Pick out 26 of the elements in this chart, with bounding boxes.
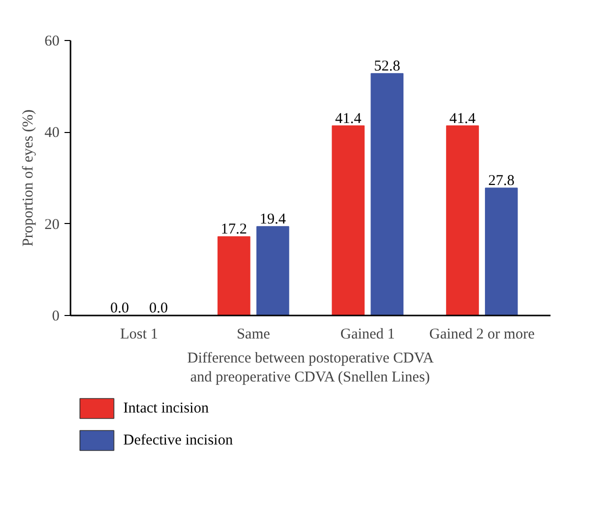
bar — [446, 125, 479, 316]
data-label: 41.4 — [335, 110, 362, 127]
data-label: 0.0 — [149, 300, 168, 316]
legend-label: Defective incision — [123, 432, 234, 448]
x-axis-title: Difference between postoperative CDVA and preoperative CDVA (Snellen Lines) — [187, 350, 434, 386]
y-tick-label: 0 — [52, 308, 60, 324]
y-tick-label: 60 — [44, 34, 60, 50]
x-tick-label: Lost 1 — [120, 326, 158, 342]
bar — [256, 226, 290, 316]
y-axis-title: Proportion of eyes (%) — [20, 109, 36, 247]
bar — [218, 236, 250, 316]
bar — [332, 125, 365, 316]
data-label: 0.0 — [110, 300, 130, 316]
bar — [484, 188, 518, 316]
x-tick-label: Same — [236, 326, 270, 342]
legend-label: Intact incision — [123, 400, 210, 416]
data-label: 41.4 — [449, 110, 476, 127]
data-label: 52.8 — [374, 58, 400, 74]
data-label: 27.8 — [488, 173, 514, 190]
bar — [370, 73, 404, 316]
y-tick-label: 20 — [44, 216, 60, 233]
y-tick-label: 40 — [44, 125, 60, 142]
data-label: 17.2 — [220, 222, 248, 238]
x-tick-label: Gained 2 or more — [429, 326, 535, 342]
data-label: 19.4 — [260, 212, 286, 228]
x-tick-label: Gained 1 — [340, 326, 395, 342]
